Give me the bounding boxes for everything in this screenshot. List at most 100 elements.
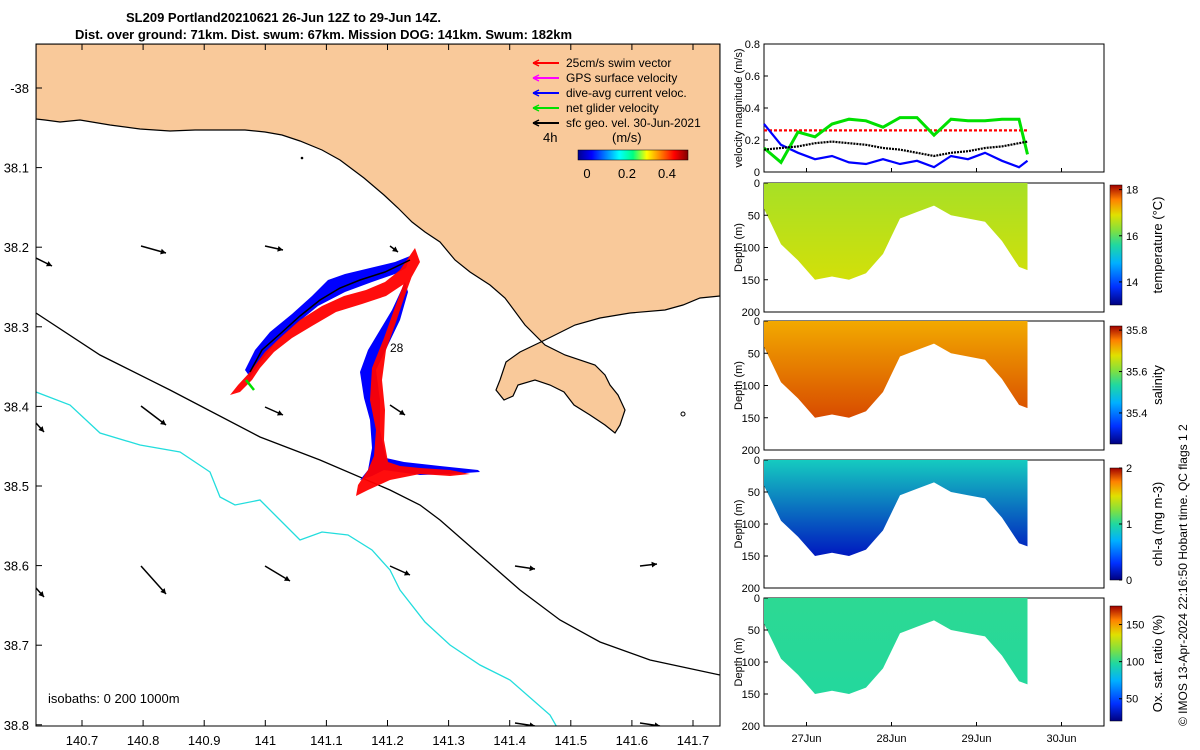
current-arrowhead	[651, 561, 657, 568]
vel-ylabel: velocity magnitude (m/s)	[733, 48, 745, 167]
day-label: 28	[390, 341, 404, 355]
colorbar-tick-label: 0.4	[658, 166, 676, 181]
depth-tick-label: 100	[742, 657, 760, 669]
vel-series-line	[763, 123, 1029, 169]
depth-tick-label: 50	[748, 348, 760, 360]
colorbar-tick-label: 0	[1126, 575, 1132, 587]
map-xtick-label: 141.5	[555, 733, 588, 748]
depth-ylabel: Depth (m)	[733, 500, 745, 549]
title-line-2: Dist. over ground: 71km. Dist. swum: 67k…	[75, 27, 573, 42]
colorbar-title: temperature (°C)	[1150, 197, 1165, 294]
section-colorbar	[1109, 184, 1123, 306]
current-arrowhead	[277, 410, 283, 416]
depth-tick-label: 50	[748, 625, 760, 637]
map-xtick-label: 141.2	[371, 733, 404, 748]
colorbar-tick-label: 2	[1126, 463, 1132, 475]
current-arrowhead	[284, 575, 290, 581]
depth-tick-label: 100	[742, 519, 760, 531]
isobath-200m	[36, 312, 720, 676]
section-data	[764, 598, 1028, 694]
depth-tick-label: 150	[742, 689, 760, 701]
current-arrowhead	[38, 591, 44, 597]
depth-tick-label: 200	[742, 721, 760, 733]
current-arrowhead	[529, 722, 535, 726]
depth-tick-label: 200	[742, 307, 760, 319]
map-ytick-label: 38.6	[4, 559, 29, 574]
colorbar-tick-label: 0.2	[618, 166, 636, 181]
section-data	[764, 321, 1028, 418]
current-arrowhead	[404, 570, 410, 576]
depth-tick-label: 0	[754, 455, 760, 467]
section-colorbar	[1109, 605, 1123, 722]
depth-tick-label: 150	[742, 551, 760, 563]
depth-tick-label: 200	[742, 583, 760, 595]
isobath-1000m	[36, 391, 558, 726]
depth-tick-label: 100	[742, 243, 760, 255]
colorbar-title: Ox. sat. ratio (%)	[1150, 615, 1165, 713]
time-tick-label: 28Jun	[877, 733, 907, 745]
legend-label: 25cm/s swim vector	[566, 56, 671, 70]
net-velocity-arrow	[245, 379, 255, 391]
map-xtick-label: 141.4	[493, 733, 526, 748]
depth-ylabel: Depth (m)	[733, 361, 745, 410]
map-xtick-label: 141.3	[432, 733, 465, 748]
vel-ytick-label: 0.4	[745, 103, 760, 115]
legend-label: GPS surface velocity	[566, 71, 677, 85]
map-xtick-label: 140.9	[188, 733, 221, 748]
colorbar-tick-label: 35.8	[1126, 325, 1147, 337]
sfc-glider-track	[249, 259, 411, 373]
current-arrowhead	[277, 246, 283, 252]
depth-tick-label: 50	[748, 210, 760, 222]
depth-tick-label: 200	[742, 445, 760, 457]
map-panel: 140.7 140.8 140.9 141 141.1 141.2 141.3 141.4 14…	[4, 43, 721, 748]
vel-ytick-label: 0.2	[745, 135, 760, 147]
current-arrowhead	[529, 565, 535, 572]
colorbar-tick-label: 150	[1126, 620, 1144, 632]
current-arrowhead	[160, 248, 166, 255]
legend-label: net glider velocity	[566, 101, 659, 115]
swim-vector-track	[230, 248, 470, 496]
current-arrowhead	[160, 419, 166, 425]
colorbar-tick-label: 14	[1126, 277, 1138, 289]
colorbar-tick-label: 35.4	[1126, 408, 1147, 420]
depth-tick-label: 150	[742, 413, 760, 425]
colorbar-title: chl-a (mg m-3)	[1150, 482, 1165, 567]
current-arrowhead	[654, 722, 660, 726]
depth-ylabel: Depth (m)	[733, 223, 745, 272]
map-xtick-label: 141.7	[677, 733, 710, 748]
depth-tick-label: 0	[754, 316, 760, 328]
colorbar-title: salinity	[1150, 365, 1165, 405]
map-ytick-label: 38.3	[4, 320, 29, 335]
map-xtick-label: 141.1	[310, 733, 343, 748]
vel-series-line	[763, 140, 1028, 158]
time-tick-label: 29Jun	[962, 733, 992, 745]
title-line-1: SL209 Portland20210621 26-Jun 12Z to 29-…	[126, 10, 442, 25]
colorbar-tick-label: 1	[1126, 519, 1132, 531]
sfc-geo-velocity-arrows	[36, 245, 661, 726]
map-ytick-label: 38.8	[4, 718, 29, 733]
vel-ytick-label: 0	[754, 167, 760, 179]
current-arrow	[140, 565, 167, 595]
depth-tick-label: 50	[748, 487, 760, 499]
depth-tick-label: 150	[742, 275, 760, 287]
current-arrowhead	[399, 409, 405, 415]
colorbar-label: (m/s)	[612, 130, 642, 145]
map-colorbar	[577, 149, 689, 161]
colorbar-tick-label: 35.6	[1126, 367, 1147, 379]
depth-tick-label: 0	[754, 178, 760, 190]
colorbar-tick-label: 18	[1126, 185, 1138, 197]
isobaths-note: isobaths: 0 200 1000m	[48, 691, 180, 706]
map-xtick-label: 141	[254, 733, 276, 748]
time-tick-label: 30Jun	[1047, 733, 1077, 745]
map-ytick-label: 38.4	[4, 399, 29, 414]
current-arrowhead	[160, 588, 166, 594]
legend-label: sfc geo. vel. 30-Jun-2021	[566, 116, 701, 130]
section-panel-temperature: 0 50 100 150 200 Depth (m) 14 16 18 temperature (…	[733, 178, 1165, 319]
dive-avg-current-track	[245, 256, 480, 480]
depth-tick-label: 0	[754, 593, 760, 605]
map-ytick-label: 38.7	[4, 638, 29, 653]
footer-credit: © IMOS 13-Apr-2024 22:16:50 Hobart time.…	[1176, 424, 1190, 726]
